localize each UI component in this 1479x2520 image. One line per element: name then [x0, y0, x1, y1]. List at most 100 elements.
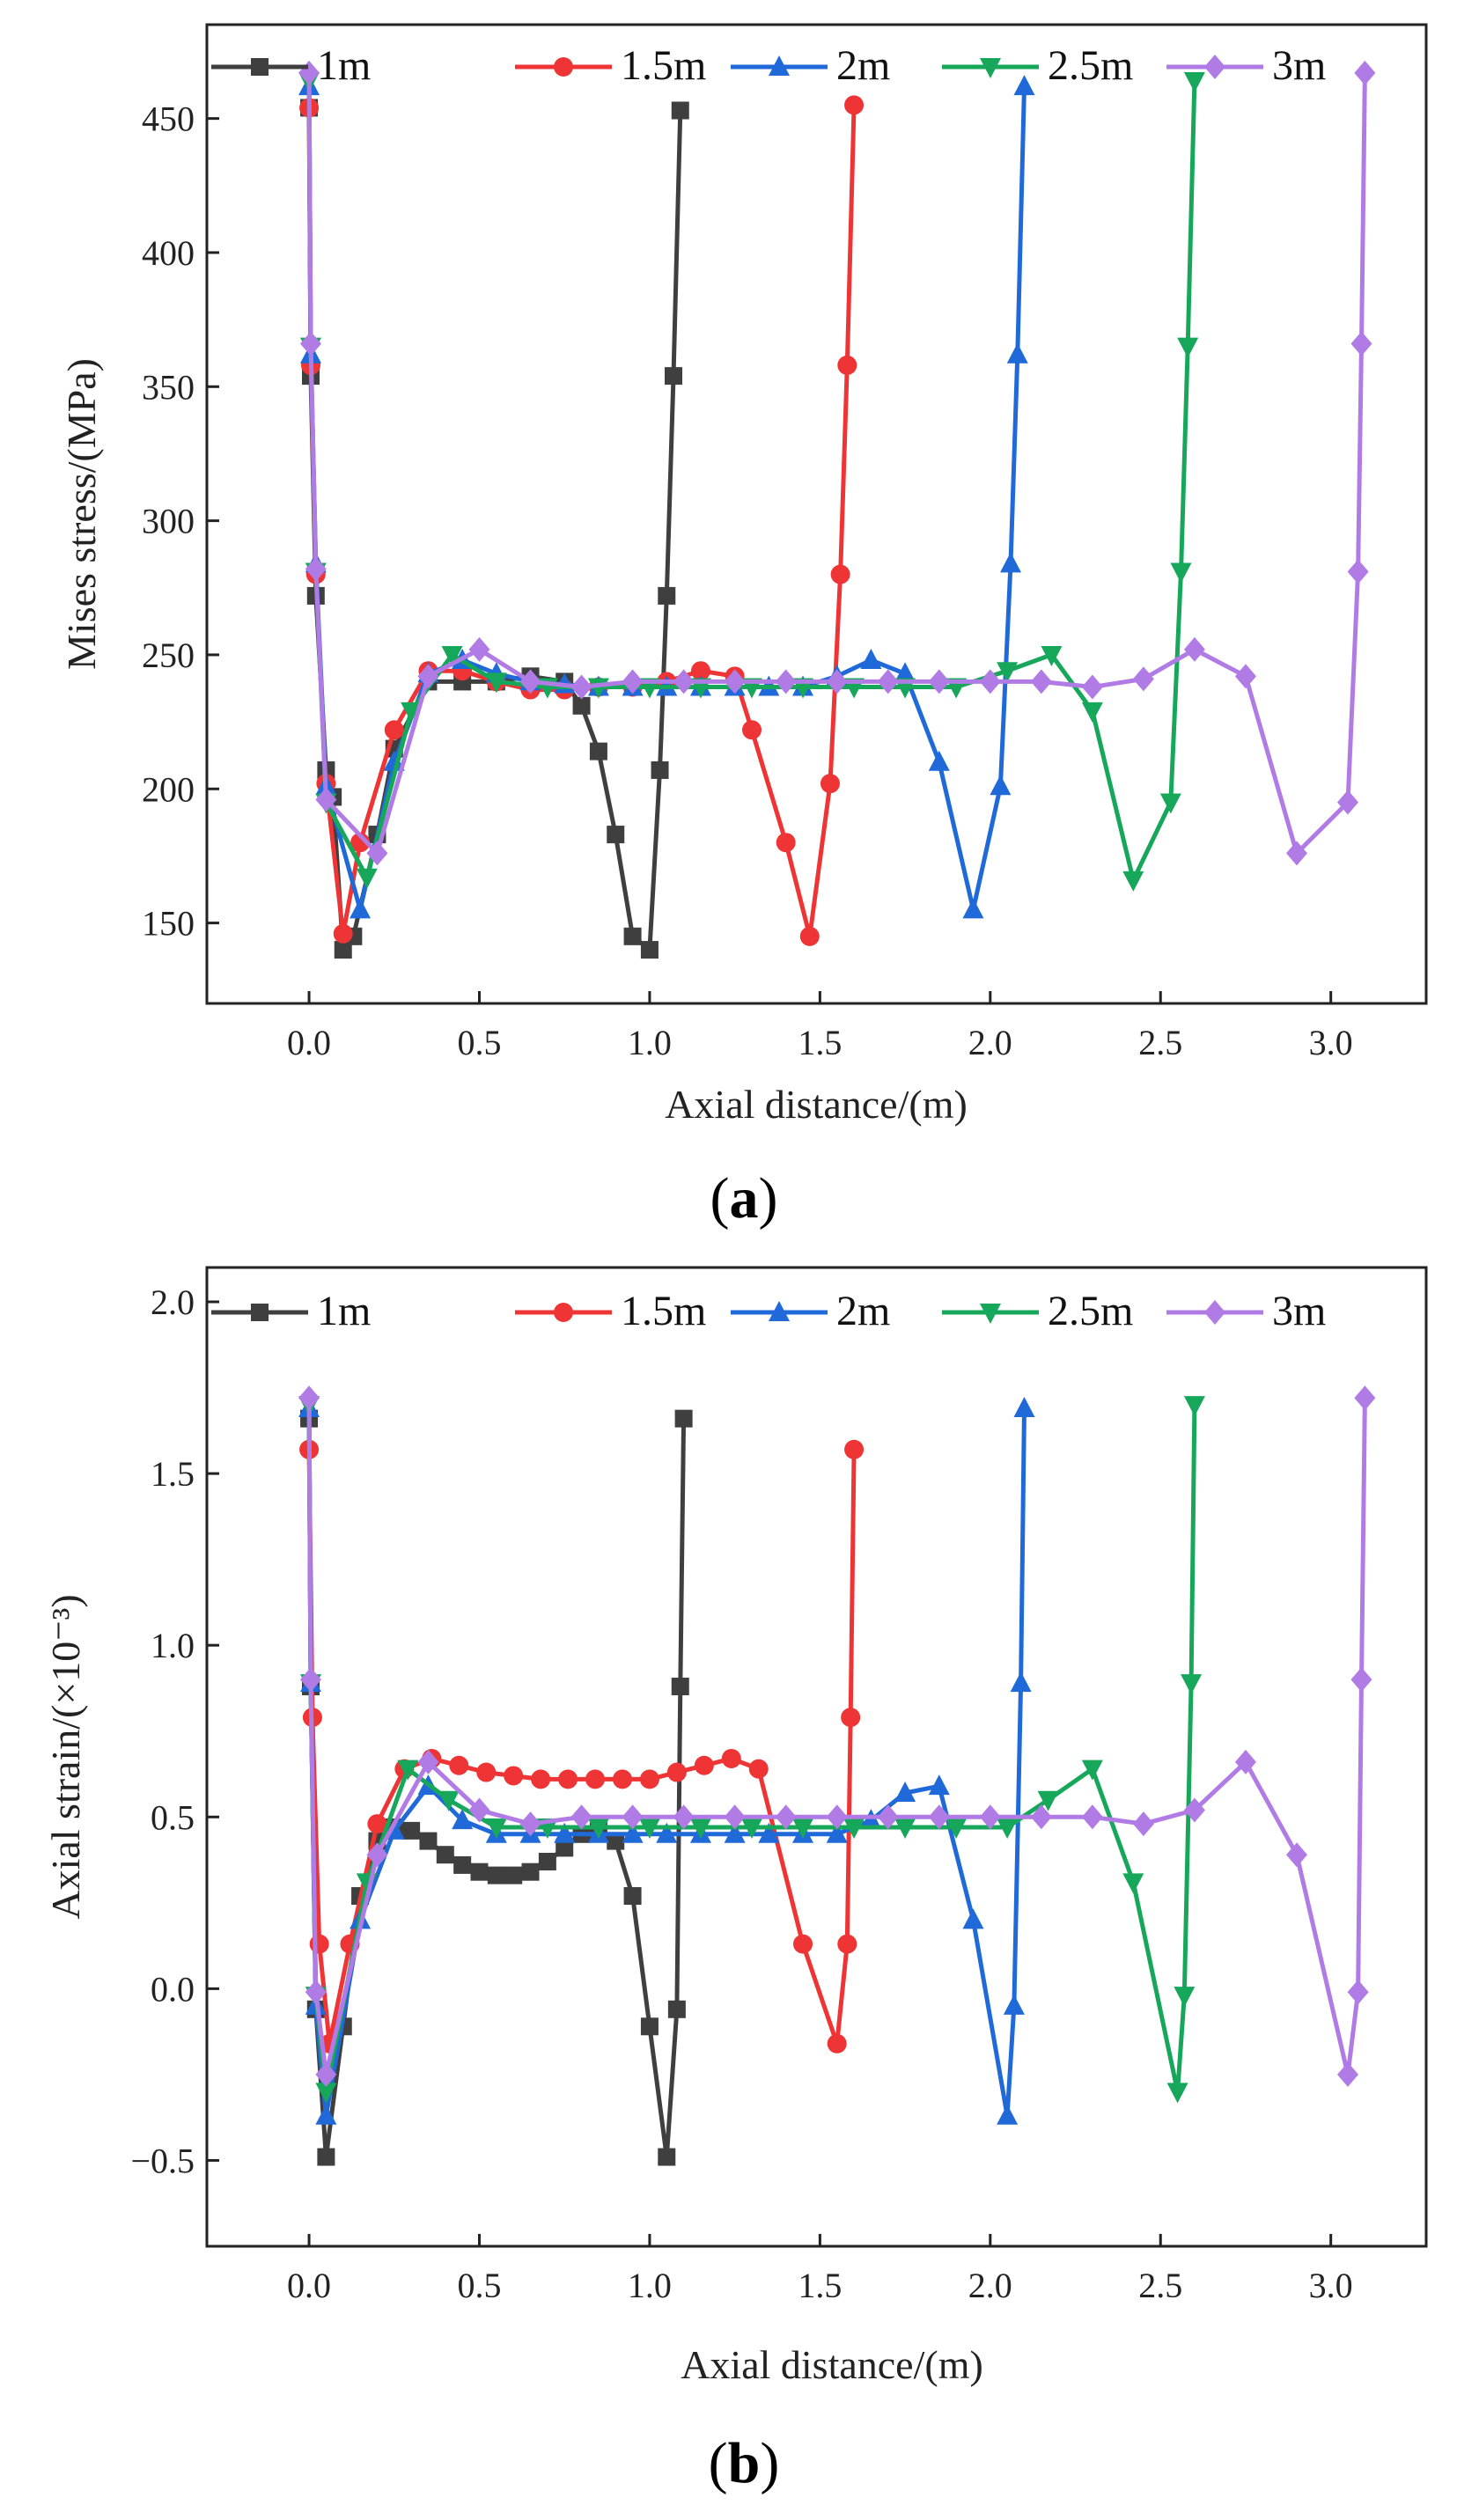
data-point: [438, 1790, 460, 1811]
x-axis-label-a: Axial distance/(m): [665, 1082, 968, 1127]
data-point: [979, 1804, 1001, 1830]
x-tick-label: 1.5: [798, 2266, 842, 2305]
y-tick-label: 1.5: [151, 1454, 195, 1494]
legend-item: 2m: [731, 1288, 890, 1334]
data-point: [990, 775, 1012, 796]
y-tick-label: 1.0: [151, 1626, 195, 1665]
data-point: [1350, 1667, 1372, 1693]
legend-item: 2.5m: [942, 42, 1133, 89]
plot-frame-b: [205, 1266, 1428, 2248]
data-point: [521, 1862, 540, 1881]
legend-marker: [554, 57, 573, 77]
x-axis-ticks-b: 0.0 0.5 1.0 1.5 2.0 2.5 3.0: [287, 2234, 1353, 2305]
data-point: [367, 1814, 387, 1834]
legend-label: 2.5m: [1048, 1288, 1133, 1334]
data-point: [1013, 1396, 1035, 1417]
x-tick-label: 1.5: [798, 1023, 842, 1062]
data-point: [666, 1762, 687, 1782]
data-point: [792, 1818, 814, 1839]
legend-b: 1m 1.5m 2m 2.5m 3m: [211, 1288, 1326, 1334]
data-point: [826, 669, 848, 694]
legend-label: 1m: [317, 1288, 371, 1334]
data-point: [1181, 1674, 1203, 1695]
data-point: [298, 1385, 320, 1411]
data-point: [309, 1934, 329, 1954]
data-point: [689, 1818, 711, 1839]
y-tick-label: 150: [142, 904, 195, 944]
data-point: [315, 2061, 337, 2087]
data-point: [1234, 664, 1256, 689]
data-point: [694, 1755, 714, 1775]
plot-frame-a: [205, 23, 1428, 1005]
data-point: [1285, 841, 1307, 866]
legend-marker: [769, 55, 790, 76]
data-point: [658, 2148, 676, 2166]
x-tick-label: 3.0: [1309, 1023, 1353, 1062]
data-point: [1081, 1760, 1103, 1781]
data-point: [589, 742, 607, 760]
x-tick-label: 2.5: [1138, 1023, 1182, 1062]
data-point: [1183, 636, 1205, 662]
data-point: [1347, 559, 1369, 584]
legend-marker: [1204, 1300, 1225, 1325]
data-point: [640, 2017, 659, 2036]
data-point: [673, 1804, 695, 1830]
data-point: [758, 1822, 780, 1843]
data-point: [1354, 60, 1376, 85]
data-point: [402, 1821, 421, 1840]
data-point: [470, 1862, 489, 1881]
legend-marker: [980, 1304, 1001, 1324]
data-point: [656, 1822, 678, 1843]
data-point: [776, 833, 796, 853]
data-point: [665, 367, 683, 386]
legend-marker: [980, 58, 1001, 78]
data-point: [651, 760, 669, 779]
data-point: [1183, 71, 1205, 92]
data-point: [928, 750, 950, 771]
data-point: [452, 1809, 474, 1830]
data-point: [1041, 645, 1063, 666]
data-point: [658, 586, 676, 605]
data-point: [894, 1818, 916, 1839]
data-point: [667, 2000, 686, 2018]
data-point: [1170, 562, 1192, 584]
series-line: [306, 80, 1197, 883]
legend-marker: [769, 1301, 790, 1321]
data-point: [690, 661, 710, 681]
legend-label: 2.5m: [1048, 42, 1133, 89]
data-point: [674, 1409, 693, 1428]
data-point: [572, 696, 591, 715]
series-3m-b: [298, 1385, 1376, 2087]
data-point: [623, 927, 642, 945]
data-point: [556, 1839, 574, 1857]
y-axis-ticks-b: −0.5 0.0 0.5 1.0 1.5 2.0: [130, 1282, 219, 2180]
series-line: [306, 72, 1367, 856]
data-point: [826, 1804, 848, 1830]
data-point: [317, 2148, 335, 2166]
data-point: [1030, 669, 1052, 694]
data-point: [1003, 1994, 1025, 2015]
data-point: [531, 1769, 551, 1789]
series-layer-b: [298, 1385, 1376, 2166]
y-tick-label: 250: [142, 636, 195, 675]
data-point: [724, 669, 746, 694]
series-1.5m-b: [299, 1439, 865, 2053]
data-point: [1037, 1790, 1059, 1811]
data-point: [946, 1818, 968, 1839]
series-line: [306, 86, 1026, 912]
panel-label-a: (a): [710, 1166, 778, 1231]
x-tick-label: 0.0: [287, 2266, 331, 2305]
legend-a: 1m 1.5m 2m 2.5m 3m: [211, 42, 1326, 89]
data-point: [449, 1755, 469, 1775]
legend-label: 1.5m: [621, 1288, 706, 1334]
legend-item: 2.5m: [942, 1288, 1133, 1334]
series-line: [306, 1449, 857, 2046]
data-point: [1234, 1749, 1256, 1774]
data-point: [1000, 552, 1022, 573]
data-point: [1081, 702, 1103, 723]
data-point: [554, 1822, 576, 1843]
data-point: [748, 1759, 769, 1779]
series-2m-a: [298, 75, 1035, 919]
data-point: [504, 1866, 523, 1884]
